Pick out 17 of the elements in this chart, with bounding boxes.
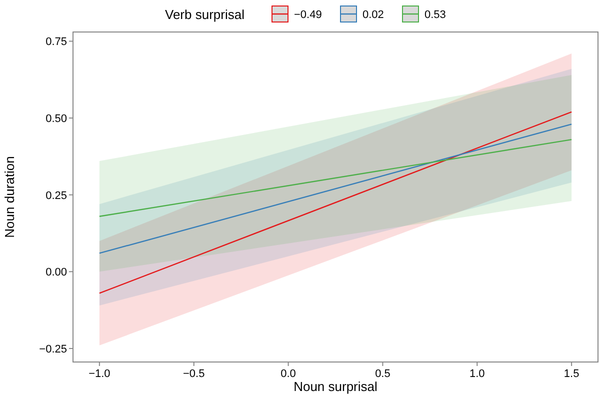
x-tick-label: −1.0 xyxy=(88,368,110,380)
legend-title: Verb surprisal xyxy=(165,7,245,22)
y-tick-label: 0.75 xyxy=(46,36,67,48)
legend-label: 0.53 xyxy=(424,9,446,21)
x-tick-label: 1.5 xyxy=(564,368,580,380)
legend-label: 0.02 xyxy=(362,9,384,21)
y-tick-label: 0.50 xyxy=(46,113,67,126)
legend-label: −0.49 xyxy=(294,9,322,21)
x-tick-label: −0.5 xyxy=(183,368,205,380)
y-tick-label: 0.25 xyxy=(46,190,67,202)
y-axis-title: Noun duration xyxy=(2,156,17,238)
x-tick-label: 0.5 xyxy=(375,368,390,380)
x-axis-title: Noun surprisal xyxy=(294,379,378,394)
x-tick-label: 0.0 xyxy=(280,368,296,380)
y-tick-label: −0.25 xyxy=(39,343,67,356)
x-tick-label: 1.0 xyxy=(469,368,485,380)
y-tick-label: 0.00 xyxy=(46,266,67,279)
